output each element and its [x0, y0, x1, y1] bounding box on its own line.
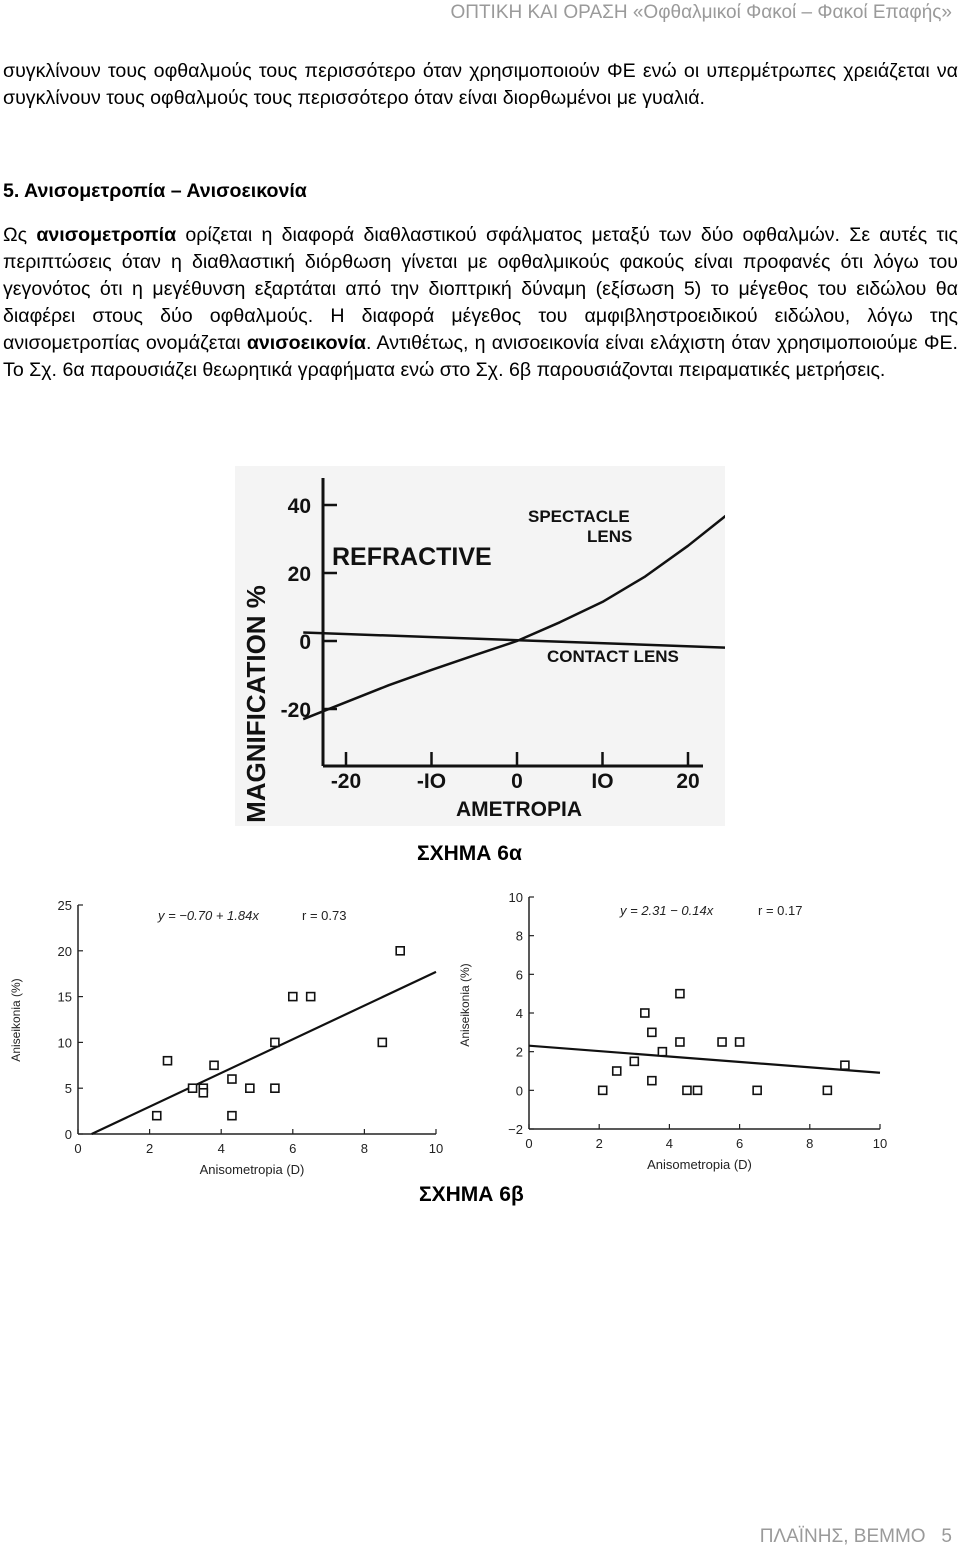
data-point [209, 1060, 219, 1071]
intro-paragraph: συγκλίνουν τους οφθαλμούς τους περισσότε… [3, 60, 958, 109]
x-tick-label: -IO [417, 770, 446, 793]
data-point [717, 1037, 727, 1047]
data-point [187, 1083, 198, 1093]
regression-line [528, 1044, 881, 1074]
data-point [682, 1085, 692, 1096]
data-point [611, 1066, 622, 1076]
x-tick-label: 0 [74, 1141, 81, 1156]
data-point [840, 1060, 850, 1070]
data-point [227, 1110, 237, 1121]
data-point [647, 1027, 657, 1038]
y-tick-label: -20 [281, 699, 311, 722]
regression-equation: y = −0.70 + 1.84x [157, 908, 259, 923]
footer-author: ΠΛΑΪΝΗΣ, ΒΕΜΜΟ [759, 1526, 926, 1547]
chart-title: REFRACTIVE [332, 543, 492, 571]
x-tick-label: 6 [736, 1136, 743, 1151]
x-axis-label: Anisometropia (D) [647, 1157, 752, 1172]
data-point [597, 1085, 608, 1096]
section-title: 5. Ανισομετροπία – Ανισοεικονία [3, 180, 307, 202]
regression-line [91, 970, 437, 1135]
figure-6b-caption: ΣΧΗΜΑ 6β [419, 1183, 524, 1206]
xlabel: AMETROPIA [456, 798, 582, 821]
data-point [227, 1074, 237, 1084]
y-tick-label: 20 [288, 563, 311, 586]
data-point [692, 1085, 703, 1096]
y-tick-label: 8 [516, 929, 523, 944]
data-point [162, 1055, 173, 1066]
y-tick-label: 15 [58, 990, 72, 1005]
x-tick-label: 6 [289, 1141, 296, 1156]
x-tick-label: IO [591, 770, 613, 793]
paragraph-text: . Αντιθέτως, η ανισοεικονία είναι ελάχισ… [3, 332, 958, 381]
data-point [822, 1085, 833, 1096]
x-tick-label: 10 [429, 1141, 443, 1156]
y-tick-label: 0 [65, 1127, 72, 1142]
data-point [734, 1037, 745, 1047]
x-tick-label: 2 [596, 1136, 603, 1151]
data-point [675, 1037, 685, 1047]
regression-equation: y = 2.31 − 0.14x [619, 903, 714, 918]
data-point [270, 1083, 280, 1093]
series-label-spectacle-2: LENS [587, 527, 632, 546]
term-aniseikonia: ανισοεικονία [246, 332, 366, 354]
x-tick-label: 8 [361, 1141, 368, 1156]
data-point [151, 1110, 162, 1121]
y-axis-label: Aniseikonia (%) [458, 963, 472, 1046]
paragraph-text: Ως [3, 224, 37, 246]
y-tick-label: −2 [508, 1122, 523, 1137]
y-axis-label: Aniseikonia (%) [9, 978, 23, 1061]
y-tick-label: 5 [65, 1081, 72, 1096]
series-label-spectacle-1: SPECTACLE [528, 507, 630, 526]
data-point [287, 991, 298, 1002]
data-point [640, 1008, 650, 1018]
y-tick-label: 0 [516, 1083, 523, 1098]
x-axis-label: Anisometropia (D) [200, 1162, 305, 1177]
y-tick-label: 20 [58, 944, 72, 959]
y-tick-label: 10 [58, 1035, 72, 1050]
data-point [198, 1087, 209, 1098]
y-tick-label: 4 [516, 1006, 523, 1021]
data-point [245, 1083, 255, 1093]
x-tick-label: 8 [806, 1136, 813, 1151]
ylabel: MAGNIFICATION % [241, 585, 271, 823]
y-tick-label: 0 [299, 631, 311, 654]
data-point [629, 1056, 640, 1067]
x-tick-label: 10 [873, 1136, 887, 1151]
term-anisometropia: ανισομετροπία [36, 224, 177, 246]
data-point [657, 1046, 668, 1057]
series-label-contact: CONTACT LENS [547, 647, 679, 666]
running-header: ΟΠΤΙΚΗ ΚΑΙ ΟΡΑΣΗ «Οφθαλμικοί Φακοί – Φακ… [450, 2, 952, 23]
paragraph-text: ορίζεται η διαφορά διαθλαστικού σφάλματο… [3, 224, 958, 354]
section-paragraph: Ως ανισομετροπία ορίζεται η διαφορά διαθ… [3, 222, 958, 384]
data-point [752, 1085, 762, 1096]
x-tick-label: 2 [146, 1141, 153, 1156]
x-tick-label: 4 [666, 1136, 673, 1151]
y-tick-label: 40 [288, 495, 311, 518]
figure-6b-left-chart: 0 5 10 15 20 25 0 2 4 6 8 10 Aniseikonia (%) Anisomet… [9, 898, 443, 1177]
correlation-label: r = 0.17 [758, 903, 802, 918]
data-point [305, 991, 316, 1002]
y-tick-label: 2 [516, 1045, 523, 1060]
y-tick-label: 6 [516, 967, 523, 982]
data-point [675, 988, 685, 999]
data-point [395, 945, 406, 956]
x-tick-label: 20 [676, 770, 699, 793]
figure-6a-chart: 40 20 0 -20 -20 -IO 0 IO 20 MAGNIFICATION % REFR… [235, 466, 725, 826]
data-point [270, 1037, 280, 1048]
data-point [647, 1075, 657, 1086]
x-tick-label: 0 [525, 1136, 532, 1151]
page-footer: ΠΛΑΪΝΗΣ, ΒΕΜΜΟ 5 [760, 1526, 952, 1548]
y-tick-label: 25 [58, 898, 72, 913]
correlation-label: r = 0.73 [302, 908, 346, 923]
data-point [377, 1037, 388, 1048]
series-contact-lens [303, 631, 725, 649]
y-tick-label: 10 [509, 890, 523, 905]
x-tick-label: -20 [331, 770, 361, 793]
page-number: 5 [941, 1526, 952, 1547]
figure-6a-caption: ΣΧΗΜΑ 6α [417, 842, 522, 865]
x-tick-label: 0 [511, 770, 523, 793]
x-tick-label: 4 [218, 1141, 225, 1156]
